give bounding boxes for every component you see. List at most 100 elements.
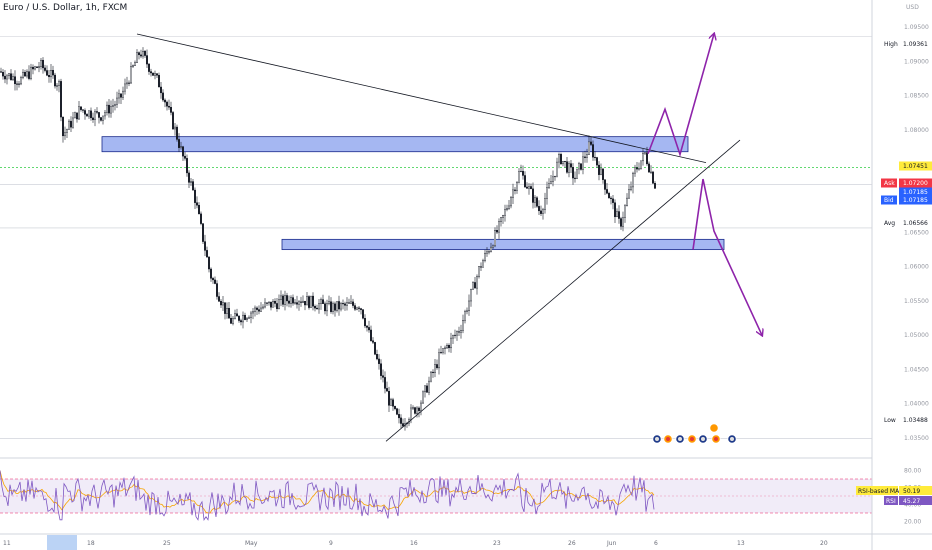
candle-body	[121, 90, 124, 98]
candle-body	[482, 260, 485, 268]
candle-body	[640, 160, 643, 169]
candle-body	[608, 193, 611, 199]
candle-body	[75, 112, 78, 120]
candle-body	[564, 160, 567, 162]
rsi-tag-value: 45.27	[903, 498, 920, 505]
candle-body	[622, 217, 625, 227]
candle-body	[157, 75, 160, 88]
candle-body	[243, 314, 246, 320]
time-axis[interactable]: 11 18 25 May 9 16 23 26 Jun 6 13 20	[0, 533, 932, 550]
price-axis[interactable]: USD1.095001.090001.085001.080001.075001.…	[856, 0, 932, 550]
candle-body	[177, 139, 180, 148]
candle-body	[620, 218, 623, 227]
candle-body	[642, 152, 645, 162]
candle-body	[434, 364, 437, 373]
candle-body	[56, 85, 59, 87]
candle-body	[117, 93, 120, 99]
candle-body	[558, 154, 561, 163]
candle-body	[498, 221, 501, 233]
price-axis-unit: USD	[906, 4, 919, 11]
zone-rect	[101, 136, 689, 153]
rsi-tick-label: 20.00	[904, 519, 921, 526]
price-tag-label-bg	[881, 195, 897, 205]
event-icons[interactable]	[652, 423, 737, 444]
price-tick-label: 1.04500	[904, 366, 929, 373]
candle-body	[241, 314, 244, 323]
candle-body	[632, 172, 635, 188]
candle-body	[520, 170, 523, 172]
event-icon-dot	[714, 437, 718, 441]
candle-body	[486, 251, 489, 254]
price-tag-value: 1.07200	[903, 180, 928, 187]
candle-body	[28, 71, 31, 79]
candle-body	[510, 197, 513, 207]
price-tag-label: Avg	[884, 220, 895, 227]
candle-body	[370, 329, 373, 341]
projection-arrow	[647, 34, 714, 158]
candle-body	[312, 295, 315, 307]
candle-body	[268, 301, 271, 304]
candle-body	[508, 205, 511, 209]
trendline	[385, 139, 741, 442]
candle-body	[32, 66, 35, 70]
trendlines[interactable]	[136, 33, 741, 442]
candle-body	[260, 307, 263, 312]
candle-body	[65, 129, 68, 133]
price-tag-bg	[899, 178, 932, 188]
event-icon-dot	[690, 437, 694, 441]
candle-body	[7, 73, 10, 77]
candle-body	[456, 331, 459, 336]
candle-body	[316, 307, 319, 310]
candle-body	[458, 331, 461, 333]
price-tick-label: 1.06500	[904, 230, 929, 237]
price-tick-label: 1.06000	[904, 264, 929, 271]
price-tag-bg	[899, 415, 932, 425]
candle-body	[418, 407, 421, 411]
candle-body	[5, 75, 8, 80]
event-flag-icon	[652, 434, 662, 444]
candle-body	[470, 288, 473, 302]
candle-body	[346, 302, 349, 306]
candle-body	[203, 241, 206, 251]
candle-body	[50, 70, 53, 78]
price-tag-bg	[899, 187, 932, 197]
support-resistance-zones[interactable]	[101, 136, 725, 251]
candle-body	[354, 305, 357, 310]
candle-body	[135, 52, 138, 63]
candle-body	[125, 82, 128, 85]
candle-body	[422, 391, 425, 404]
candle-body	[426, 385, 429, 393]
projection-arrows[interactable]	[647, 34, 762, 335]
candle-body	[99, 117, 102, 121]
candle-body	[506, 208, 509, 210]
candle-body	[584, 156, 587, 158]
candle-body	[52, 70, 55, 76]
candle-body	[274, 301, 277, 304]
candle-body	[390, 399, 393, 406]
candle-body	[626, 197, 629, 207]
candle-body	[79, 106, 82, 110]
event-flag-icon	[711, 434, 721, 444]
candle-body	[454, 334, 457, 336]
candle-body	[292, 297, 295, 304]
candle-body	[490, 246, 493, 252]
price-axis-bg	[872, 0, 932, 550]
price-tag-bg	[899, 195, 932, 205]
event-flag-icon	[687, 434, 697, 444]
candle-body	[646, 152, 649, 165]
candle-body	[249, 312, 252, 318]
candle-body	[105, 104, 108, 113]
candle-body	[44, 67, 47, 71]
event-icon-dot	[655, 437, 659, 441]
time-tick-label: 18	[87, 540, 95, 547]
candle-body	[438, 352, 441, 369]
candles	[0, 47, 657, 431]
projection-arrow	[692, 178, 762, 335]
price-tag-value: 1.07451	[903, 163, 928, 170]
candle-body	[207, 256, 210, 270]
candle-body	[278, 299, 281, 309]
candle-body	[280, 295, 283, 300]
candle-body	[71, 117, 74, 128]
price-tag-ask: Ask 1.07200	[881, 178, 932, 188]
